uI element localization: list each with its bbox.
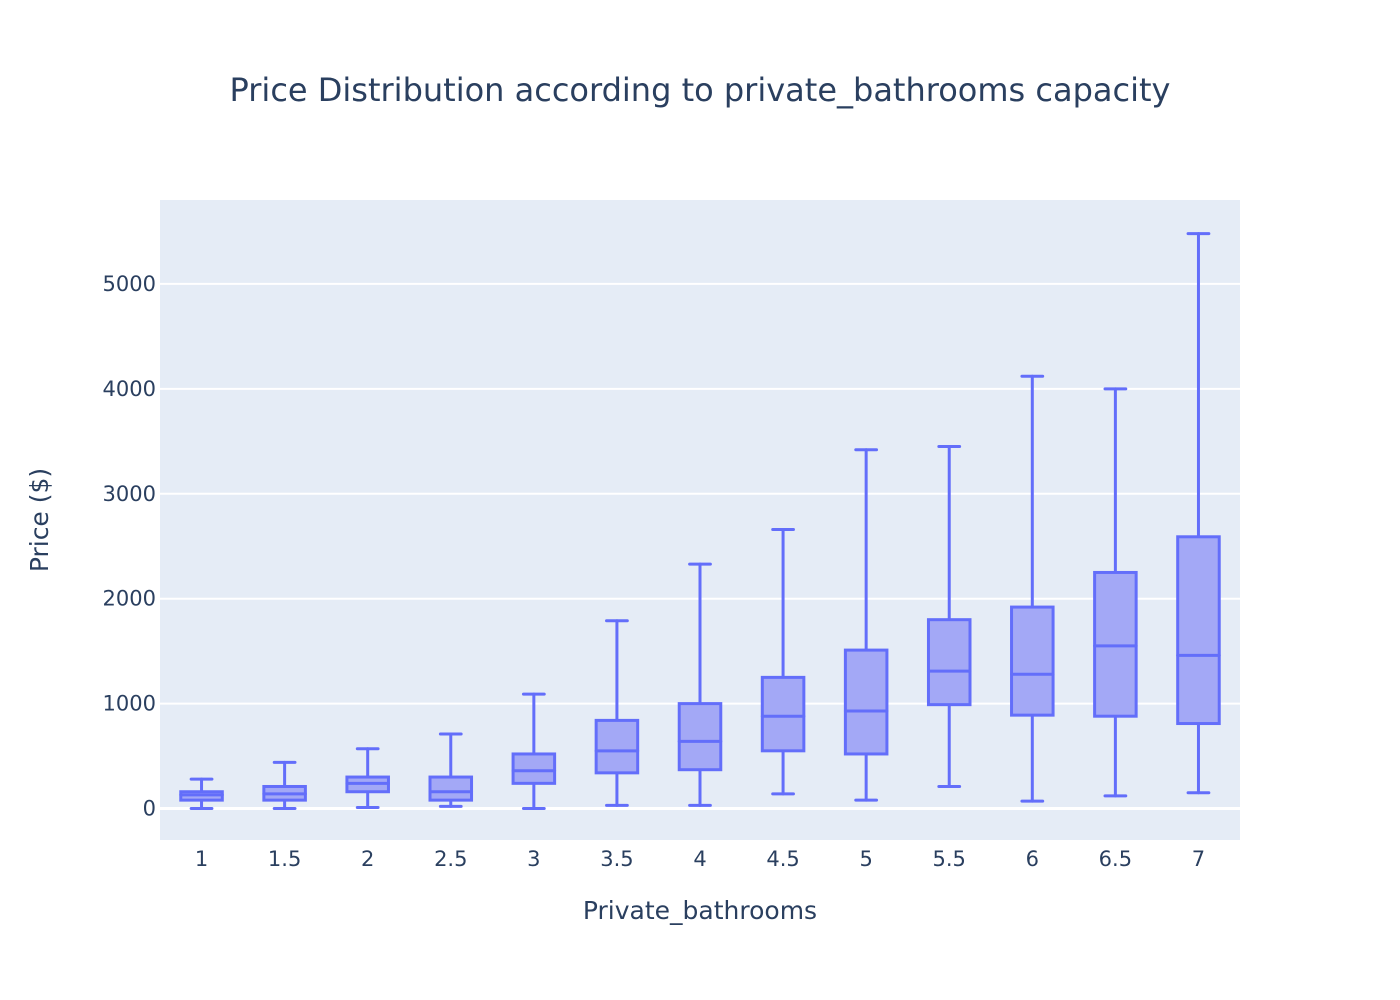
box-1.5 xyxy=(262,760,307,811)
x-tick-6.5: 6.5 xyxy=(1099,847,1132,871)
y-axis-title: Price ($) xyxy=(25,468,54,572)
box-5 xyxy=(843,448,889,802)
x-tick-4: 4 xyxy=(693,847,706,871)
x-tick-4.5: 4.5 xyxy=(766,847,799,871)
x-tick-5: 5 xyxy=(859,847,872,871)
y-tick-labels: 0 1000 2000 3000 4000 5000 xyxy=(103,272,156,821)
y-tick-5000: 5000 xyxy=(103,272,156,296)
box-6 xyxy=(1010,374,1055,803)
box-5.5 xyxy=(926,445,972,788)
iqr-box xyxy=(677,702,723,772)
box-4 xyxy=(677,562,723,807)
x-tick-3: 3 xyxy=(527,847,540,871)
x-tick-3.5: 3.5 xyxy=(600,847,633,871)
box-3 xyxy=(511,692,557,811)
y-tick-3000: 3000 xyxy=(103,482,156,506)
x-tick-1: 1 xyxy=(195,847,208,871)
x-tick-6: 6 xyxy=(1026,847,1039,871)
x-tick-1.5: 1.5 xyxy=(268,847,301,871)
box-2 xyxy=(345,747,390,809)
iqr-box xyxy=(511,752,557,785)
x-axis-title: Private_bathrooms xyxy=(583,896,817,925)
iqr-box xyxy=(1093,570,1138,718)
y-tick-0: 0 xyxy=(143,797,156,821)
box-7 xyxy=(1176,232,1221,795)
iqr-box xyxy=(1010,605,1055,717)
x-tick-7: 7 xyxy=(1192,847,1205,871)
y-tick-1000: 1000 xyxy=(103,692,156,716)
x-tick-2.5: 2.5 xyxy=(434,847,467,871)
box-3.5 xyxy=(594,619,640,807)
iqr-box xyxy=(594,718,640,775)
iqr-box xyxy=(1176,535,1221,726)
iqr-box xyxy=(843,648,889,756)
x-tick-5.5: 5.5 xyxy=(933,847,966,871)
box-4.5 xyxy=(760,527,806,796)
box-1 xyxy=(179,777,224,811)
chart-title: Price Distribution according to private_… xyxy=(230,71,1171,109)
iqr-box xyxy=(428,775,474,802)
box-6.5 xyxy=(1093,387,1138,798)
iqr-box xyxy=(926,618,972,707)
box-series xyxy=(179,232,1221,811)
y-tick-4000: 4000 xyxy=(103,377,156,401)
iqr-box xyxy=(760,675,806,753)
box-2.5 xyxy=(428,732,474,808)
y-tick-2000: 2000 xyxy=(103,587,156,611)
x-tick-labels: 1 1.5 2 2.5 3 3.5 4 4.5 5 5.5 6 6.5 7 xyxy=(195,847,1205,871)
x-tick-2: 2 xyxy=(361,847,374,871)
